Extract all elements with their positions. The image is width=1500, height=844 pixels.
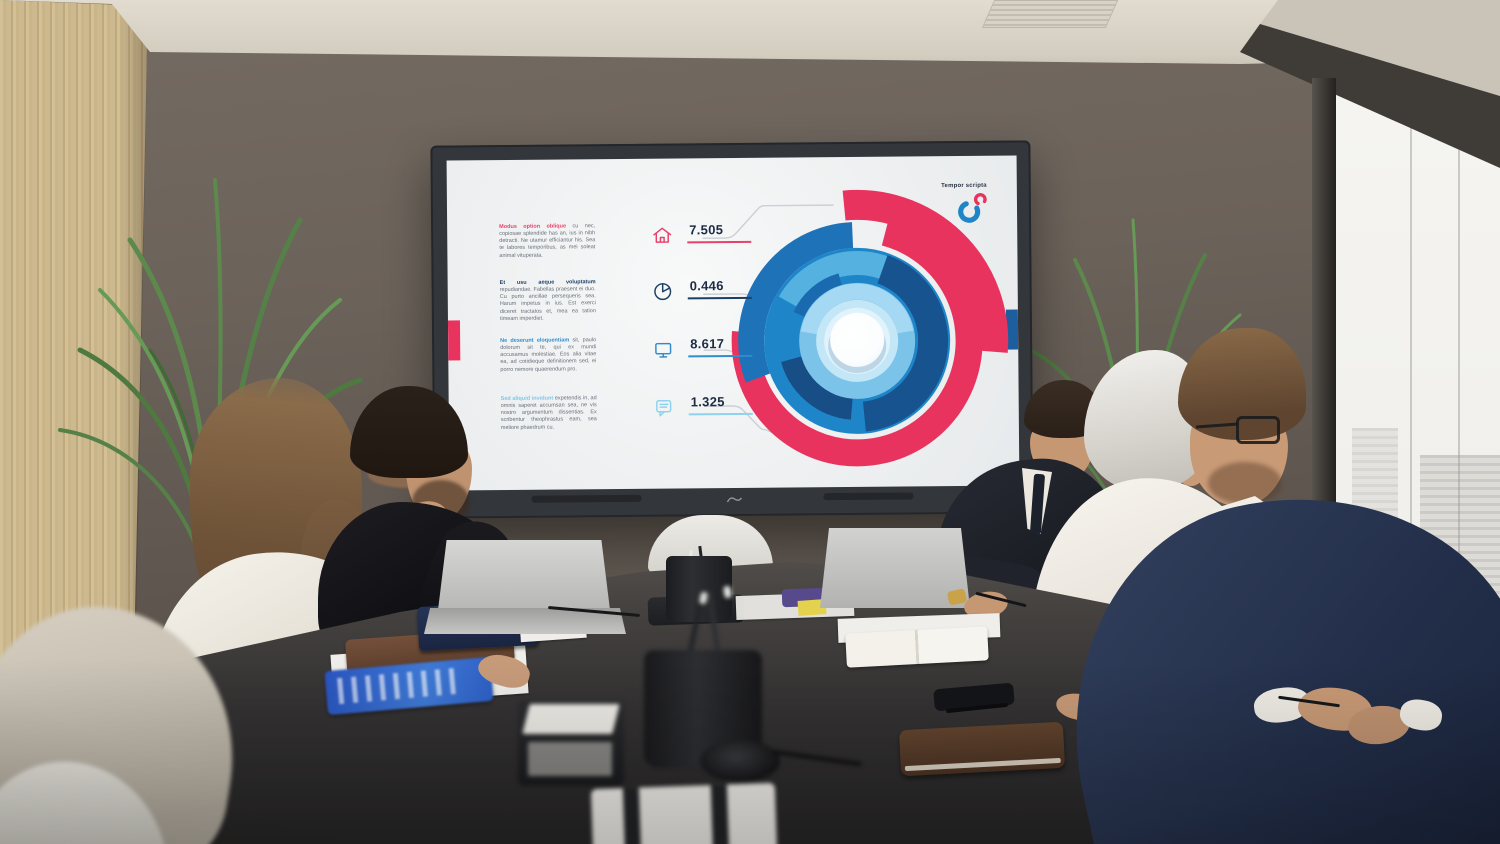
laptop-right-lid — [820, 528, 970, 608]
ring-pale-top-segment — [800, 283, 914, 335]
tablet-chart-marks — [337, 667, 459, 705]
chat-bubble-icon — [656, 399, 672, 417]
brown-book — [898, 721, 1066, 777]
speaker-grille-right — [823, 492, 914, 501]
metric-row-3: Ne deserunt eloquentiam sit, paulo dolor… — [500, 336, 753, 374]
metric-row-4: Sed aliquid invidunt expetendis in, ad o… — [501, 394, 753, 432]
ring-dark-inner-arc — [793, 273, 845, 321]
ring-blue-upperleft-arc — [738, 222, 854, 383]
radial-ring-chart — [731, 189, 1009, 467]
metric-row-1: Modus option oblique cu nec, copiosae sp… — [499, 222, 752, 260]
speakerphone — [700, 740, 780, 782]
center-circle — [830, 312, 885, 367]
ring-navy-bottom-arc — [781, 354, 854, 420]
pie-chart-icon — [654, 283, 672, 301]
ring-navy-right-arc — [862, 255, 949, 432]
memo-paper-top — [522, 704, 620, 734]
metric-text: Et usu aeque voluptatum repudiandae. Fab… — [500, 279, 596, 323]
pencil-eraser — [723, 585, 732, 599]
presentation-slide: Tempor scripta — [446, 155, 1020, 491]
slide-brand: Tempor scripta — [941, 174, 987, 225]
window-mullion — [1410, 96, 1412, 844]
metric-lead: Sed aliquid invidunt — [500, 395, 554, 403]
metric-value: 1.325 — [690, 394, 725, 410]
metric-body: repudiandae. Fabellas praesent ei duo. C… — [499, 286, 596, 322]
ceiling-vent — [981, 0, 1119, 28]
metric-value: 7.505 — [689, 222, 724, 238]
window-mullion — [1458, 96, 1460, 844]
metric-lead: Ne deserunt eloquentiam — [500, 337, 570, 345]
metric-value: 8.617 — [690, 336, 725, 352]
metric-value: 0.446 — [689, 278, 724, 294]
memo-paper-front — [528, 742, 612, 776]
book-page-edge — [904, 757, 1061, 772]
white-desk-mat — [590, 782, 778, 844]
speaker-grille-left — [531, 494, 642, 503]
display-brand-logo — [726, 497, 743, 503]
mat-stripe — [622, 787, 642, 844]
mat-stripe — [710, 784, 730, 844]
metric-row-2: Et usu aeque voluptatum repudiandae. Fab… — [500, 278, 752, 323]
person5-glasses — [1236, 416, 1280, 444]
metric-text: Ne deserunt eloquentiam sit, paulo dolor… — [500, 337, 596, 374]
wall-display — [430, 140, 1034, 519]
metric-text: Modus option oblique cu nec, copiosae sp… — [499, 223, 595, 260]
monitor-icon — [655, 342, 672, 358]
ring-pink-top-arc — [842, 189, 1009, 353]
metric-lead: Modus option oblique — [499, 223, 567, 231]
home-icon — [653, 227, 672, 243]
memo-cube — [518, 700, 624, 786]
brand-logo-icon — [958, 193, 987, 223]
metric-lead: Et usu aeque voluptatum — [499, 279, 596, 287]
person5-hair — [1178, 328, 1306, 440]
laptop-left-lid — [438, 540, 610, 610]
ring-pink-main-arc — [731, 219, 983, 467]
metric-text: Sed aliquid invidunt expetendis in, ad o… — [501, 395, 597, 432]
person5-stubble — [1208, 462, 1282, 504]
